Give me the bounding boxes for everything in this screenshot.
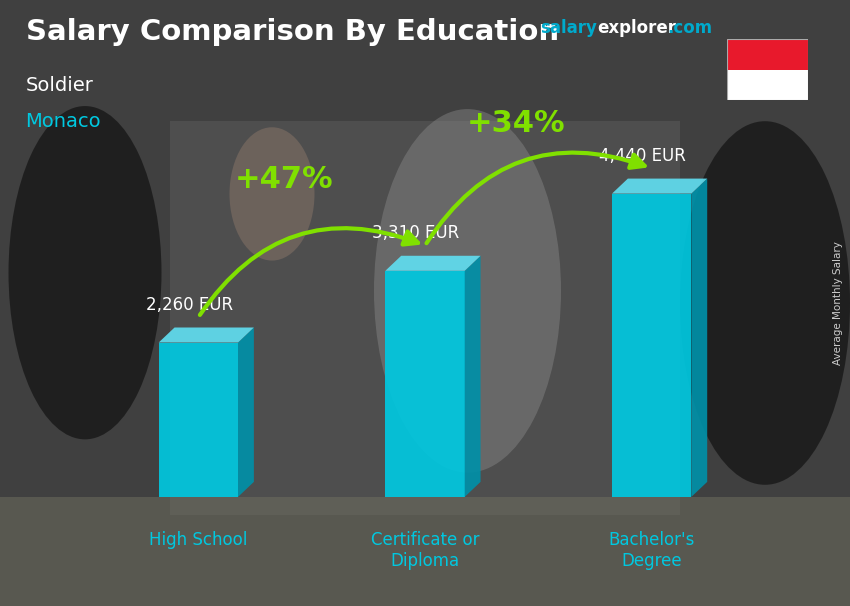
Text: salary: salary (540, 19, 597, 38)
Bar (0, 497, 850, 606)
Text: High School: High School (149, 531, 247, 549)
Text: 2,260 EUR: 2,260 EUR (145, 296, 233, 314)
Polygon shape (385, 271, 465, 497)
Text: Soldier: Soldier (26, 76, 94, 95)
Polygon shape (159, 327, 254, 342)
Polygon shape (691, 179, 707, 497)
Text: 4,440 EUR: 4,440 EUR (599, 147, 686, 165)
Text: .com: .com (667, 19, 712, 38)
Bar (170, 121, 680, 515)
Polygon shape (238, 327, 254, 497)
Text: Average Monthly Salary: Average Monthly Salary (833, 241, 843, 365)
Text: explorer: explorer (598, 19, 677, 38)
Polygon shape (465, 256, 480, 497)
Bar (727, 39, 808, 70)
Text: 3,310 EUR: 3,310 EUR (372, 224, 460, 242)
Polygon shape (385, 256, 480, 271)
Polygon shape (612, 179, 707, 193)
Text: Monaco: Monaco (26, 112, 101, 131)
Ellipse shape (230, 127, 314, 261)
Ellipse shape (8, 106, 162, 439)
Ellipse shape (374, 109, 561, 473)
Bar (727, 70, 808, 100)
Ellipse shape (680, 121, 850, 485)
Text: Salary Comparison By Education: Salary Comparison By Education (26, 18, 558, 46)
Text: +47%: +47% (235, 165, 334, 195)
Polygon shape (159, 342, 238, 497)
Text: Certificate or
Diploma: Certificate or Diploma (371, 531, 479, 570)
Text: Bachelor's
Degree: Bachelor's Degree (609, 531, 694, 570)
Text: +34%: +34% (467, 108, 565, 138)
Polygon shape (612, 193, 691, 497)
